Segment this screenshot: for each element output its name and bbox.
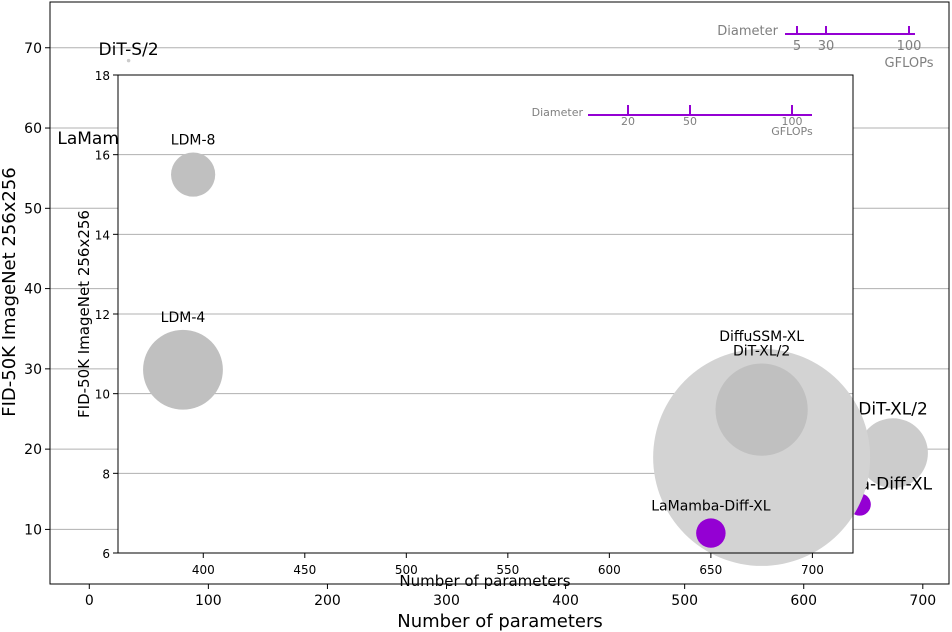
inset-points <box>143 152 871 566</box>
outer-x-tick-label: 500 <box>671 593 698 609</box>
inset-y-axis-title: FID-50K ImageNet 256x256 <box>75 210 93 418</box>
inset-y-tick-label: 14 <box>95 228 110 242</box>
outer-point-dit-s-2 <box>126 58 131 63</box>
outer-y-tick-label: 30 <box>24 362 42 378</box>
inset-y-tick-label: 16 <box>95 149 110 163</box>
inset-legend-value-1: 20 <box>621 115 635 128</box>
outer-y-ticks: 10 20 30 40 50 60 70 <box>24 41 50 538</box>
outer-legend-value-1: 5 <box>793 39 801 54</box>
outer-y-tick-label: 60 <box>24 121 42 137</box>
inset-x-tick-label: 550 <box>496 563 519 577</box>
outer-x-tick-label: 400 <box>552 593 579 609</box>
inset-x-tick-label: 650 <box>699 563 722 577</box>
inset-x-axis-title: Number of parameters <box>399 572 570 590</box>
inset-legend-value-3: 100 <box>782 115 803 128</box>
inset-point-label-ldm-8: LDM-8 <box>171 132 216 148</box>
inset-diameter-legend: Diameter 20 50 100 GFLOPs <box>532 105 813 138</box>
outer-y-tick-label: 70 <box>24 41 42 57</box>
outer-plot-frame <box>49 1 950 585</box>
outer-y-tick-label: 40 <box>24 282 42 298</box>
outer-legend-unit: GFLOPs <box>885 56 934 71</box>
inset-point-label-lamamba-diff-xl: LaMamba-Diff-XL <box>651 498 770 514</box>
inset-point-diffussm-xl <box>653 348 871 566</box>
outer-legend-title: Diameter <box>717 24 778 39</box>
outer-legend-value-2: 30 <box>818 39 835 54</box>
inset-y-tick-label: 18 <box>95 69 110 83</box>
inset-point-ldm-4 <box>143 329 223 410</box>
outer-y-axis-title: FID-50K ImageNet 256x256 <box>0 167 20 417</box>
outer-point-dit-xl-2 <box>858 418 928 489</box>
inset-point-ldm-8 <box>171 152 216 197</box>
inset-point-label-diffussm-xl: DiffuSSM-XL <box>719 329 804 345</box>
outer-point-label-dit-s-2: DiT-S/2 <box>99 40 159 60</box>
inset-y-ticks: 6 8 10 12 14 16 18 <box>95 69 118 561</box>
outer-x-tick-label: 100 <box>195 593 222 609</box>
outer-x-tick-label: 200 <box>314 593 341 609</box>
outer-y-tick-label: 20 <box>24 442 42 458</box>
inset-legend-value-2: 50 <box>683 115 697 128</box>
outer-x-tick-label: 300 <box>433 593 460 609</box>
inset-x-tick-label: 600 <box>598 563 621 577</box>
outer-y-tick-label: 50 <box>24 201 42 217</box>
outer-x-axis-title: Number of parameters <box>397 611 603 632</box>
inset-y-tick-label: 8 <box>102 467 110 481</box>
inset-legend-title: Diameter <box>532 106 584 119</box>
outer-x-tick-label: 700 <box>909 593 936 609</box>
inset-x-tick-label: 500 <box>395 563 418 577</box>
inset-x-tick-label: 400 <box>192 563 215 577</box>
inset-x-tick-label: 700 <box>801 563 824 577</box>
outer-point-label-dit-xl-2: DiT-XL/2 <box>858 399 928 419</box>
inset-point-label-ldm-4: LDM-4 <box>161 310 206 326</box>
inset-legend-unit: GFLOPs <box>771 125 813 138</box>
inset-y-tick-label: 10 <box>95 388 110 402</box>
outer-x-tick-label: 600 <box>790 593 817 609</box>
outer-x-ticks: 0 100 200 300 400 500 600 700 <box>85 584 936 609</box>
inset-x-ticks: 400 450 500 550 600 650 700 <box>192 553 824 577</box>
inset-point-label-dit-xl-2: DiT-XL/2 <box>733 343 790 359</box>
inset-y-tick-label: 6 <box>102 547 110 561</box>
inset-point-dit-xl-2 <box>715 363 808 456</box>
outer-x-tick-label: 0 <box>85 593 94 609</box>
inset-x-tick-label: 450 <box>293 563 316 577</box>
inset-y-tick-label: 12 <box>95 308 110 322</box>
outer-diameter-legend: Diameter 5 30 100 GFLOPs <box>717 24 933 71</box>
inset-point-lamamba-diff-xl <box>696 518 726 548</box>
outer-y-tick-label: 10 <box>24 522 42 538</box>
outer-legend-value-3: 100 <box>897 39 922 54</box>
